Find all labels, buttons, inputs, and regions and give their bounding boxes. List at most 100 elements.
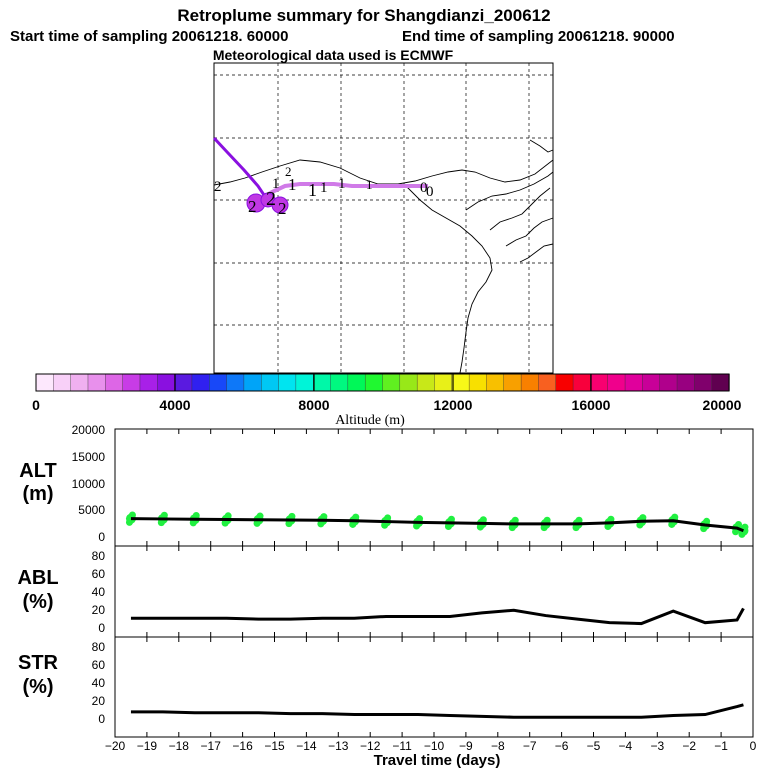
alt-series xyxy=(125,511,749,538)
x-tick-label: −15 xyxy=(264,739,285,753)
x-tick-label: −4 xyxy=(619,739,633,753)
alt-point xyxy=(320,513,328,521)
colorbar-swatch xyxy=(434,373,453,392)
colorbar-swatch xyxy=(313,373,332,392)
colorbar-swatch xyxy=(382,373,401,392)
colorbar-swatch xyxy=(364,373,384,392)
x-tick-label: −12 xyxy=(360,739,381,753)
ytick-label: 10000 xyxy=(72,477,106,491)
alt-point xyxy=(288,512,296,520)
coastlines xyxy=(213,139,554,374)
point-label: 1 xyxy=(320,180,328,196)
time-series-panels: ALT (m) ABL (%) STR (%) 20000 15000 1000… xyxy=(17,423,756,768)
str-series xyxy=(130,703,744,719)
colorbar-tick-label: 8000 xyxy=(298,397,329,413)
colorbar-swatch xyxy=(347,373,366,392)
alt-point xyxy=(671,513,679,521)
colorbar-swatch xyxy=(659,373,678,392)
colorbar-swatch xyxy=(538,373,557,392)
map-frame xyxy=(213,62,554,374)
colorbar-swatch xyxy=(399,373,418,392)
colorbar-swatch xyxy=(330,373,349,392)
x-tick-label: −9 xyxy=(459,739,473,753)
point-label: 2 xyxy=(248,197,257,216)
x-tick-label: −10 xyxy=(424,739,445,753)
x-tick-label: −19 xyxy=(137,739,158,753)
alt-point xyxy=(479,516,487,524)
colorbar-tick-label: 12000 xyxy=(434,397,473,413)
alt-point xyxy=(543,516,551,524)
colorbar-swatch xyxy=(174,373,193,392)
x-tick-label: −5 xyxy=(587,739,601,753)
point-label: 2 xyxy=(285,164,292,179)
alt-point xyxy=(160,511,168,519)
chart-title: Retroplume summary for Shangdianzi_20061… xyxy=(177,6,550,25)
abl-series xyxy=(130,607,745,626)
early-trajectory xyxy=(212,136,266,196)
colorbar-swatch xyxy=(122,373,141,392)
point-label: 1 xyxy=(366,177,373,192)
ytick-label: 20000 xyxy=(72,423,106,437)
colorbar-swatch xyxy=(157,373,176,392)
colorbar-swatch xyxy=(416,373,436,392)
point-label: 2 xyxy=(278,199,287,218)
alt-point xyxy=(384,514,392,522)
x-tick-label: −6 xyxy=(555,739,569,753)
colorbar-swatch xyxy=(676,373,696,392)
colorbar-swatch xyxy=(590,373,609,392)
ytick-label: 40 xyxy=(92,585,106,599)
alt-axis-unit: (m) xyxy=(22,483,53,505)
colorbar-swatch xyxy=(295,373,314,392)
point-label: 0 xyxy=(426,184,434,200)
ytick-label: 5000 xyxy=(78,503,105,517)
altitude-colorbar xyxy=(35,373,730,392)
x-tick-label: −3 xyxy=(650,739,664,753)
panels-frame xyxy=(114,428,754,738)
abl-axis-unit: (%) xyxy=(22,591,53,613)
colorbar-swatch xyxy=(70,373,89,392)
x-tick-label: −1 xyxy=(714,739,728,753)
alt-point xyxy=(416,515,424,523)
colorbar-frame xyxy=(35,373,730,392)
x-tick-label: −17 xyxy=(201,739,222,753)
colorbar-swatch xyxy=(226,373,245,392)
start-time-label: Start time of sampling 20061218. 60000 xyxy=(10,28,288,45)
ytick-label: 20 xyxy=(92,694,106,708)
colorbar-swatch xyxy=(711,373,730,392)
alt-point xyxy=(607,515,615,523)
colorbar-swatch xyxy=(87,373,106,392)
alt-mean-line xyxy=(130,517,745,533)
x-axis-title: Travel time (days) xyxy=(374,752,501,768)
x-tick-label: −18 xyxy=(169,739,190,753)
colorbar-swatch xyxy=(35,373,55,392)
alt-point xyxy=(352,513,360,521)
colorbar-swatch xyxy=(694,373,713,392)
colorbar-tick-labels: 0 4000 8000 12000 16000 20000 xyxy=(32,397,742,413)
colorbar-swatch xyxy=(642,373,661,392)
colorbar-swatch xyxy=(520,373,540,392)
x-tick-label: −13 xyxy=(328,739,349,753)
ytick-label: 15000 xyxy=(72,450,106,464)
ytick-label: 80 xyxy=(92,640,106,654)
x-tick-label: −11 xyxy=(392,739,412,753)
colorbar-swatch xyxy=(139,373,158,392)
end-time-label: End time of sampling 20061218. 90000 xyxy=(402,28,675,45)
alt-ytick-labels: 20000 15000 10000 5000 0 xyxy=(72,423,106,544)
colorbar-swatch xyxy=(191,373,210,392)
colorbar-swatch xyxy=(468,373,488,392)
point-label: 2 xyxy=(266,188,276,210)
ytick-label: 0 xyxy=(98,530,105,544)
colorbar-swatch xyxy=(243,373,262,392)
point-label: 1 xyxy=(288,175,297,194)
colorbar-swatch xyxy=(209,373,228,392)
late-trajectory xyxy=(260,182,428,200)
colorbar-tick-label: 4000 xyxy=(159,397,190,413)
alt-point xyxy=(639,514,647,522)
ytick-label: 80 xyxy=(92,549,106,563)
alt-point xyxy=(256,512,264,520)
abl-axis-label: ABL xyxy=(17,567,58,589)
str-axis-label: STR xyxy=(18,652,59,674)
str-axis-unit: (%) xyxy=(22,676,53,698)
trajectory-map: 0 0 1 1 1 1 1 2 2 2 1 2 2 xyxy=(212,62,554,374)
